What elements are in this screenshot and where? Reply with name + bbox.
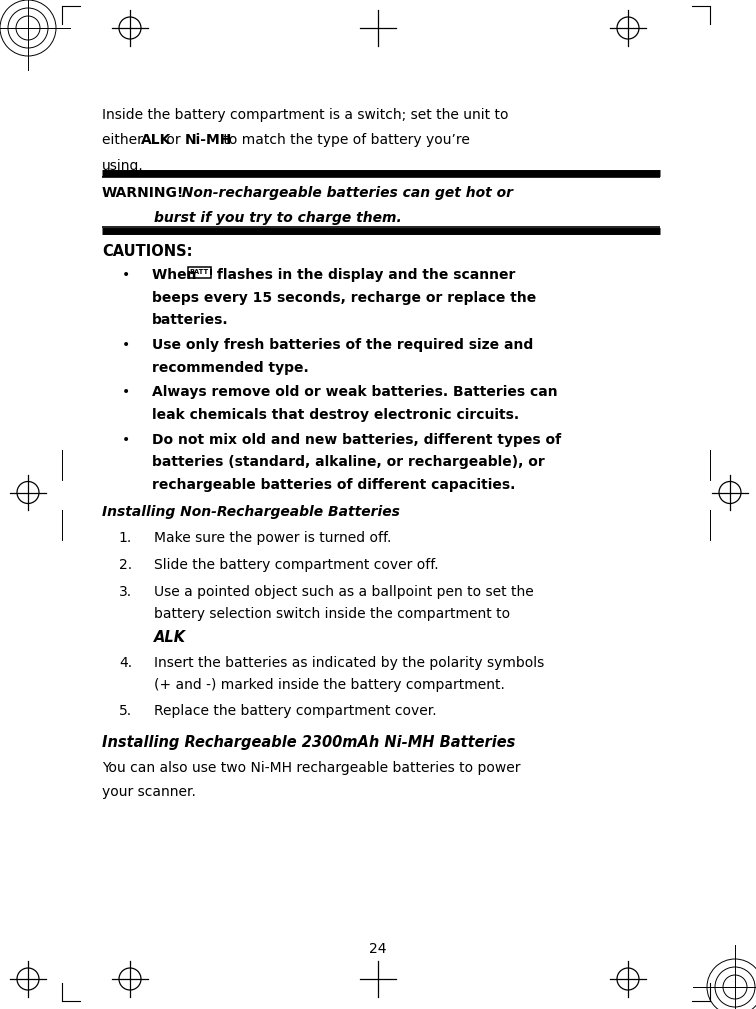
Text: ALK: ALK	[141, 133, 171, 147]
Text: leak chemicals that destroy electronic circuits.: leak chemicals that destroy electronic c…	[152, 408, 519, 422]
Text: Make sure the power is turned off.: Make sure the power is turned off.	[154, 531, 392, 545]
FancyBboxPatch shape	[188, 266, 210, 278]
Text: .: .	[178, 630, 182, 644]
Text: or: or	[162, 133, 185, 147]
Text: Installing Rechargeable 2300mAh Ni-MH Batteries: Installing Rechargeable 2300mAh Ni-MH Ba…	[102, 736, 516, 751]
Text: Replace the battery compartment cover.: Replace the battery compartment cover.	[154, 704, 437, 718]
Text: CAUTIONS:: CAUTIONS:	[102, 243, 193, 258]
Text: ​Non-rechargeable batteries can get hot or: ​Non-rechargeable batteries can get hot …	[172, 186, 513, 200]
Text: 1.: 1.	[119, 531, 132, 545]
Text: You can also use two Ni-MH rechargeable batteries to power: You can also use two Ni-MH rechargeable …	[102, 762, 520, 776]
Text: battery selection switch inside the compartment to: battery selection switch inside the comp…	[154, 607, 510, 622]
Text: Use a pointed object such as a ballpoint pen to set the: Use a pointed object such as a ballpoint…	[154, 585, 534, 598]
Text: Use only fresh batteries of the required size and: Use only fresh batteries of the required…	[152, 338, 533, 352]
Bar	[210, 269, 212, 275]
Text: rechargeable batteries of different capacities.: rechargeable batteries of different capa…	[152, 478, 516, 492]
Text: •: •	[122, 385, 130, 400]
Text: your scanner.: your scanner.	[102, 785, 196, 799]
Text: burst if you try to charge them.: burst if you try to charge them.	[154, 211, 401, 225]
Text: batteries.: batteries.	[152, 314, 228, 328]
Text: flashes in the display and the scanner: flashes in the display and the scanner	[212, 268, 516, 283]
Text: Ni-MH: Ni-MH	[184, 133, 232, 147]
Text: •: •	[122, 433, 130, 447]
Text: Inside the battery compartment is a switch; set the unit to: Inside the battery compartment is a swit…	[102, 108, 509, 122]
Text: BATT: BATT	[190, 268, 209, 274]
Text: either: either	[102, 133, 147, 147]
Text: WARNING!: WARNING!	[102, 186, 184, 200]
Text: using.: using.	[102, 158, 144, 173]
Text: recommended type.: recommended type.	[152, 361, 308, 374]
Text: 3.: 3.	[119, 585, 132, 598]
Text: 2.: 2.	[119, 558, 132, 572]
Text: Always remove old or weak batteries. Batteries can: Always remove old or weak batteries. Bat…	[152, 385, 558, 400]
Text: Insert the batteries as indicated by the polarity symbols: Insert the batteries as indicated by the…	[154, 656, 544, 670]
Text: (+ and -) marked inside the battery compartment.: (+ and -) marked inside the battery comp…	[154, 678, 505, 692]
Text: When: When	[152, 268, 201, 283]
Text: ALK: ALK	[154, 630, 186, 645]
Text: •: •	[122, 338, 130, 352]
Text: Do not mix old and new batteries, different types of: Do not mix old and new batteries, differ…	[152, 433, 561, 447]
Text: 24: 24	[369, 942, 387, 956]
Text: Installing Non-Rechargeable Batteries: Installing Non-Rechargeable Batteries	[102, 504, 400, 519]
Text: Slide the battery compartment cover off.: Slide the battery compartment cover off.	[154, 558, 438, 572]
Text: to match the type of battery you’re: to match the type of battery you’re	[219, 133, 470, 147]
Text: 5.: 5.	[119, 704, 132, 718]
Text: batteries (standard, alkaline, or rechargeable), or: batteries (standard, alkaline, or rechar…	[152, 455, 545, 469]
Text: 4.: 4.	[119, 656, 132, 670]
Text: beeps every 15 seconds, recharge or replace the: beeps every 15 seconds, recharge or repl…	[152, 291, 536, 305]
Text: •: •	[122, 268, 130, 283]
